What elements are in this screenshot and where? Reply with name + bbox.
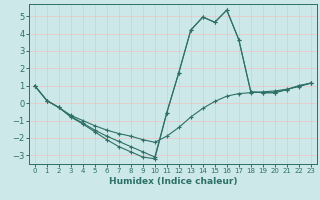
- X-axis label: Humidex (Indice chaleur): Humidex (Indice chaleur): [108, 177, 237, 186]
